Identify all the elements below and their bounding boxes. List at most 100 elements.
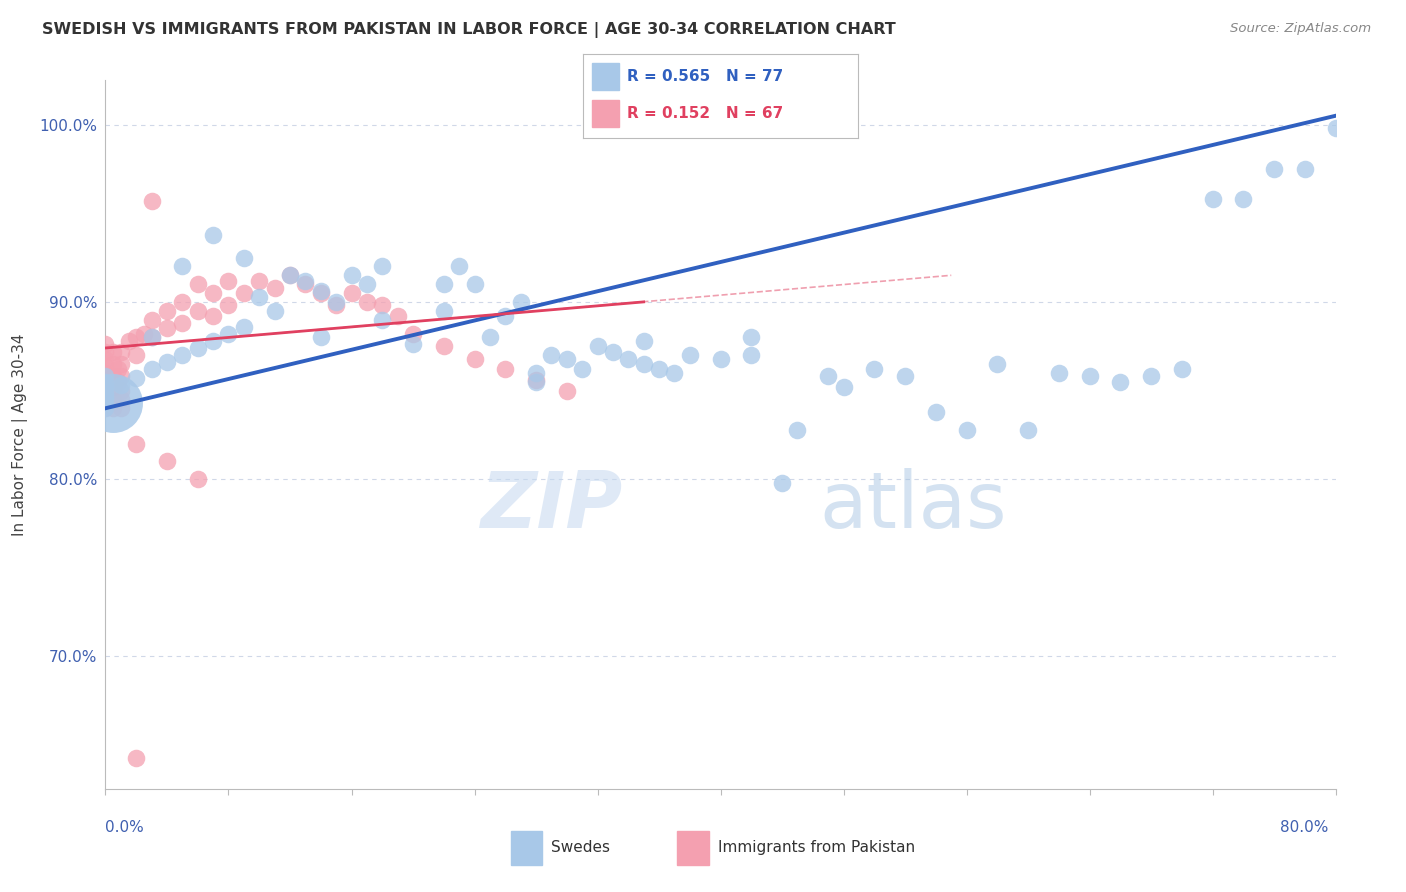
Point <box>218 274 240 288</box>
Point <box>648 362 671 376</box>
Point <box>125 330 148 344</box>
Point <box>172 294 194 309</box>
Text: 0.0%: 0.0% <box>105 821 145 835</box>
Point <box>94 394 117 409</box>
Point <box>247 289 270 303</box>
Point <box>617 351 640 366</box>
Point <box>1171 362 1194 376</box>
Point <box>1294 161 1316 176</box>
Point <box>309 285 332 299</box>
Point <box>340 268 363 283</box>
Point <box>294 274 316 288</box>
Point <box>894 369 917 384</box>
Point <box>110 378 132 392</box>
Point <box>202 227 225 242</box>
Point <box>340 285 363 300</box>
Point <box>141 194 163 208</box>
Point <box>679 348 702 362</box>
Point <box>110 369 132 384</box>
Point <box>371 298 394 312</box>
Point <box>402 326 425 341</box>
Text: 80.0%: 80.0% <box>1281 821 1329 835</box>
Point <box>494 362 516 376</box>
Point <box>464 277 486 292</box>
Point <box>110 344 132 359</box>
Point <box>94 351 117 366</box>
Point <box>1232 192 1254 206</box>
Point <box>187 277 209 292</box>
Point <box>94 389 117 403</box>
Point <box>278 268 301 283</box>
Point <box>325 294 347 309</box>
Point <box>786 423 808 437</box>
Point <box>555 384 578 398</box>
Point <box>509 294 531 309</box>
Point <box>218 298 240 312</box>
Point <box>94 380 117 394</box>
Point <box>1017 423 1039 437</box>
Point <box>218 326 240 341</box>
Point <box>94 401 117 416</box>
Point <box>433 339 456 353</box>
Text: R = 0.565   N = 77: R = 0.565 N = 77 <box>627 69 783 84</box>
Point <box>125 348 148 362</box>
Point <box>141 330 163 344</box>
Point <box>172 348 194 362</box>
Point <box>125 750 148 764</box>
Point <box>94 375 117 389</box>
Point <box>817 369 839 384</box>
Point <box>247 274 270 288</box>
Point <box>571 362 593 376</box>
Point <box>449 260 471 274</box>
Point <box>94 392 117 407</box>
Point <box>187 472 209 486</box>
Point <box>94 366 117 380</box>
Point <box>141 330 163 344</box>
Text: R = 0.152   N = 67: R = 0.152 N = 67 <box>627 106 783 121</box>
Point <box>172 260 194 274</box>
Point <box>94 396 117 410</box>
Point <box>125 371 148 385</box>
Point <box>156 454 179 468</box>
Point <box>141 312 163 326</box>
Point <box>633 357 655 371</box>
Point <box>1201 192 1223 206</box>
Point <box>94 401 117 416</box>
Point <box>494 309 516 323</box>
Point <box>172 316 194 330</box>
Point <box>1140 369 1163 384</box>
Point <box>101 392 124 407</box>
Point <box>94 380 117 394</box>
Point <box>110 392 132 407</box>
Point <box>125 436 148 450</box>
Point <box>309 330 332 344</box>
Point <box>710 351 733 366</box>
Point <box>156 321 179 335</box>
Point <box>110 357 132 371</box>
Point <box>325 298 347 312</box>
Point <box>387 309 409 323</box>
Point <box>132 326 155 341</box>
Point <box>141 362 163 376</box>
Point <box>1078 369 1101 384</box>
Text: Source: ZipAtlas.com: Source: ZipAtlas.com <box>1230 22 1371 36</box>
Point <box>94 373 117 387</box>
Point <box>586 339 609 353</box>
Point <box>94 344 117 359</box>
Point <box>664 366 686 380</box>
Point <box>602 344 624 359</box>
Point <box>232 319 254 334</box>
Point <box>356 277 378 292</box>
Point <box>101 396 124 410</box>
Point <box>863 362 886 376</box>
Point <box>956 423 979 437</box>
Point <box>101 357 124 371</box>
Point <box>740 348 762 362</box>
Point <box>433 277 456 292</box>
Point <box>356 294 378 309</box>
Point <box>202 309 225 323</box>
Point <box>94 387 117 401</box>
Text: atlas: atlas <box>818 467 1007 544</box>
Point <box>107 362 129 376</box>
Point <box>1109 375 1132 389</box>
